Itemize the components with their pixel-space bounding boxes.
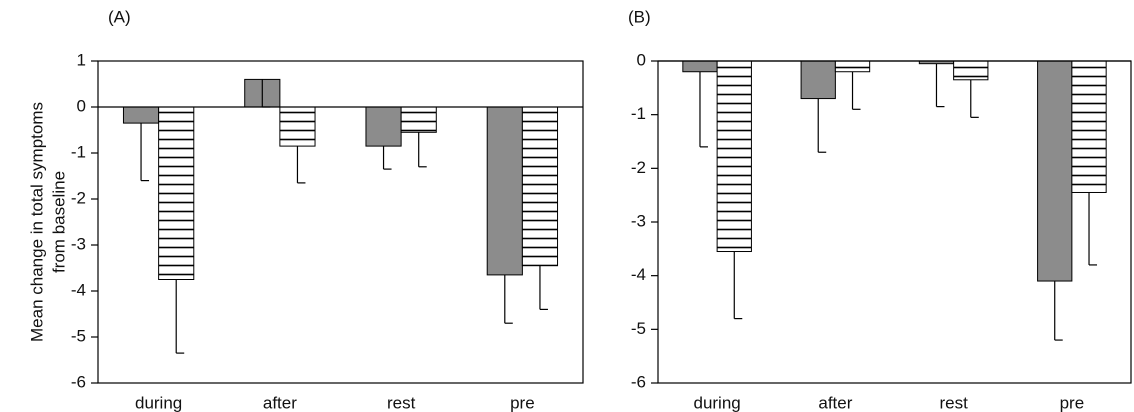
y-axis-label: Mean change in total symptoms bbox=[27, 102, 46, 342]
x-tick-label: rest bbox=[387, 393, 416, 412]
y-tick-label: -4 bbox=[71, 280, 86, 299]
y-tick-label: -4 bbox=[631, 265, 646, 284]
x-tick-label: rest bbox=[939, 393, 968, 412]
x-tick-label: pre bbox=[1060, 393, 1085, 412]
x-tick-label: during bbox=[135, 393, 182, 412]
bar bbox=[1037, 60, 1073, 282]
bar bbox=[1071, 60, 1107, 193]
y-tick-label: -5 bbox=[71, 326, 86, 345]
x-tick-label: during bbox=[693, 393, 740, 412]
y-tick-label: -5 bbox=[631, 319, 646, 338]
y-tick-label: 0 bbox=[77, 96, 86, 115]
y-axis-label: from baseline bbox=[49, 171, 68, 273]
x-tick-label: after bbox=[818, 393, 852, 412]
bar bbox=[834, 60, 871, 73]
bar bbox=[400, 106, 437, 133]
bar bbox=[716, 60, 752, 253]
y-tick-label: -6 bbox=[71, 372, 86, 391]
bar bbox=[122, 106, 160, 124]
y-tick-label: -6 bbox=[631, 372, 646, 391]
y-tick-label: -1 bbox=[631, 104, 646, 123]
plot-frame bbox=[97, 60, 584, 384]
y-tick-label: -2 bbox=[631, 158, 646, 177]
y-tick-label: -1 bbox=[71, 142, 86, 161]
y-tick-label: -3 bbox=[71, 234, 86, 253]
bar bbox=[800, 60, 836, 100]
x-tick-label: pre bbox=[510, 393, 535, 412]
bar bbox=[279, 106, 316, 147]
y-tick-label: -2 bbox=[71, 188, 86, 207]
bar bbox=[682, 60, 718, 73]
bar bbox=[158, 106, 195, 280]
y-tick-label: 0 bbox=[637, 50, 646, 69]
plot-frame bbox=[657, 60, 1132, 384]
y-tick-label: -3 bbox=[631, 211, 646, 230]
bar bbox=[486, 106, 523, 276]
bar bbox=[953, 60, 989, 81]
x-tick-label: after bbox=[263, 393, 297, 412]
bar bbox=[365, 106, 402, 147]
y-tick-label: 1 bbox=[77, 50, 86, 69]
panel-title: (B) bbox=[628, 7, 651, 26]
panel-title: (A) bbox=[108, 7, 131, 26]
bar bbox=[521, 106, 559, 267]
